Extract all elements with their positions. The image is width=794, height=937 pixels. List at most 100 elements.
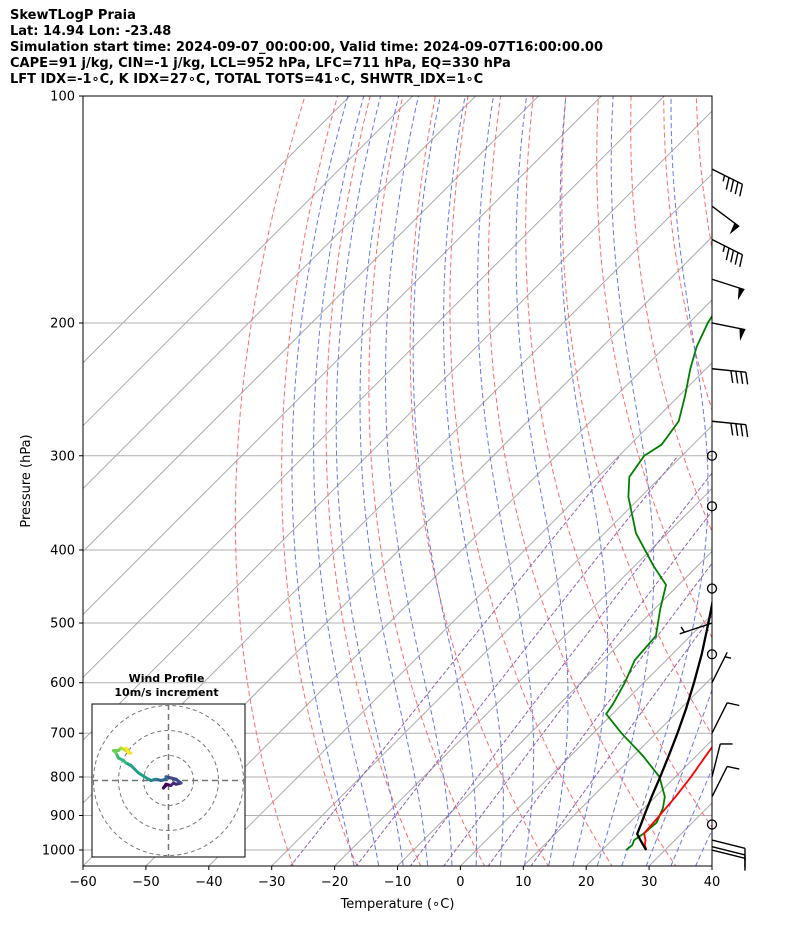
wind-barb-calm <box>706 450 718 461</box>
y-axis-label: Pressure (hPa) <box>19 434 34 527</box>
temperature-line <box>643 745 712 851</box>
wind-barb-full <box>725 247 730 261</box>
y-tick-label: 200 <box>50 316 75 331</box>
isotherm-line <box>396 550 712 866</box>
wind-barb-calm <box>706 649 718 660</box>
dewpoint-line <box>605 314 712 851</box>
isotherm-line <box>208 362 712 866</box>
hodograph-title: Wind Profile <box>129 672 205 685</box>
moist-adiabat <box>335 96 404 866</box>
x-tick-label: −40 <box>195 875 222 890</box>
dry-adiabat <box>525 96 712 829</box>
wind-barb-full <box>727 702 740 707</box>
x-tick-label: 30 <box>641 875 658 890</box>
moist-adiabat <box>670 767 712 866</box>
y-tick-label: 900 <box>50 809 75 824</box>
wind-barb-calm <box>706 583 718 594</box>
wind-barb-full <box>730 423 734 436</box>
wind-barb-calm <box>706 501 718 512</box>
y-tick-label: 700 <box>50 727 75 742</box>
x-tick-label: 20 <box>578 875 595 890</box>
time-line: Simulation start time: 2024-09-07_00:00:… <box>10 40 603 55</box>
wind-barb-full <box>739 184 744 197</box>
isotherm-line <box>333 487 712 866</box>
isotherm-line <box>83 96 351 364</box>
moist-adiabat <box>443 96 504 866</box>
moist-adiabat <box>621 96 709 866</box>
moist-adiabat <box>412 96 477 866</box>
x-tick-label: −10 <box>384 875 411 890</box>
wind-barb-half <box>722 245 726 252</box>
chart-header: SkewTLogP Praia Lat: 14.94 Lon: -23.48 S… <box>10 8 790 88</box>
moist-adiabat <box>645 688 712 866</box>
y-tick-label: 600 <box>50 676 75 691</box>
hodograph-plot <box>92 704 245 857</box>
plot-area <box>83 96 712 866</box>
hodograph-ring <box>118 730 219 831</box>
wind-barb-calm <box>706 819 718 830</box>
x-tick-label: −30 <box>258 875 285 890</box>
isotherm-line <box>83 96 414 427</box>
wind-barb-half <box>724 656 732 659</box>
hodograph-segment <box>129 764 140 775</box>
wind-barb-flag <box>737 287 745 301</box>
y-tick-label: 400 <box>50 543 75 558</box>
parcel-line <box>635 598 712 851</box>
wind-barb-full <box>740 371 744 384</box>
mixing-ratio-line <box>487 562 712 866</box>
x-tick-label: −50 <box>132 875 159 890</box>
wind-barb <box>711 839 746 849</box>
y-tick-label: 300 <box>50 449 75 464</box>
x-tick-label: 40 <box>704 875 721 890</box>
wind-barb <box>711 168 743 185</box>
wind-barb-full <box>730 370 734 383</box>
mixing-ratio-line <box>530 614 712 866</box>
mixing-ratio-line <box>289 455 621 866</box>
x-axis-label: Temperature (∘C) <box>340 897 455 912</box>
wind-barb-flag <box>729 222 740 235</box>
wind-barb-full <box>739 254 744 267</box>
isotherm-line <box>83 96 666 679</box>
wind-barb-full <box>727 765 740 770</box>
wind-barb <box>711 238 743 256</box>
moist-adiabat <box>477 96 535 866</box>
dry-adiabat <box>234 96 306 866</box>
isotherm-line <box>585 739 712 866</box>
indices-line: CAPE=91 j/kg, CIN=-1 j/kg, LCL=952 hPa, … <box>10 56 511 71</box>
wind-barb <box>711 652 728 684</box>
wind-barb <box>711 278 745 291</box>
mixing-ratio-line <box>443 510 712 866</box>
y-tick-label: 1000 <box>42 844 75 859</box>
wind-barb <box>711 849 746 859</box>
isotherm-line <box>83 96 603 616</box>
moist-adiabat <box>515 96 569 866</box>
wind-barb-half <box>722 175 726 182</box>
isotherm-line <box>270 424 712 866</box>
x-tick-label: 10 <box>515 875 532 890</box>
wind-barbs <box>679 168 749 871</box>
wind-barb <box>711 702 728 734</box>
wind-barb-flag <box>739 328 746 341</box>
location-line: Lat: 14.94 Lon: -23.48 <box>10 24 172 39</box>
wind-barb <box>711 420 746 426</box>
wind-barb-full <box>734 252 739 265</box>
y-tick-label: 100 <box>50 90 75 105</box>
moist-adiabat <box>559 96 609 866</box>
wind-barb <box>711 368 746 373</box>
x-tick-label: −20 <box>321 875 348 890</box>
hodograph-subtitle: 10m/s increment <box>114 686 218 699</box>
isotherm-line <box>83 96 540 553</box>
moist-adiabat <box>291 96 355 866</box>
dry-adiabat <box>409 96 549 866</box>
wind-barb-full <box>730 250 735 263</box>
moist-adiabat <box>313 96 380 866</box>
wind-barb-full <box>740 424 744 437</box>
isotherm-line <box>83 96 477 490</box>
dry-adiabat <box>449 96 613 866</box>
chart-title: SkewTLogP Praia <box>10 8 136 23</box>
y-tick-label: 800 <box>50 770 75 785</box>
indices-line-2: LFT IDX=-1∘C, K IDX=27∘C, TOTAL TOTS=41∘… <box>10 72 484 87</box>
wind-barb-full <box>735 423 739 436</box>
